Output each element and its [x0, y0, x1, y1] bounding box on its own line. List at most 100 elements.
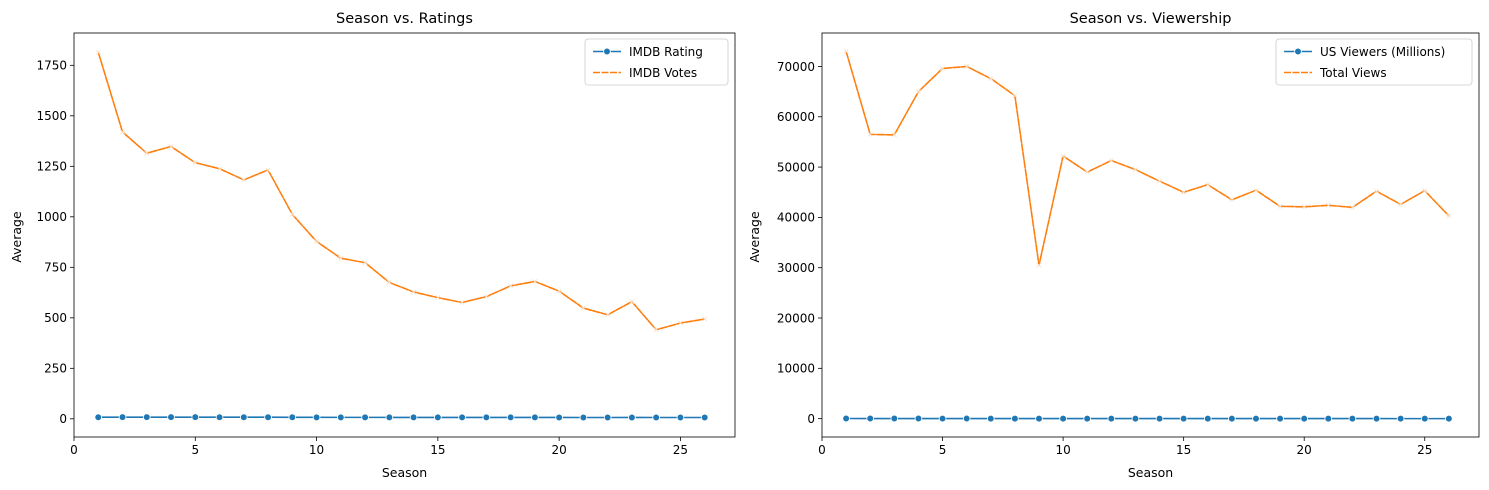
data-point: [435, 295, 441, 301]
data-point: [459, 299, 465, 305]
data-point: [676, 413, 685, 422]
y-tick-label: 0: [59, 412, 67, 426]
data-point: [1205, 182, 1211, 188]
data-point: [702, 316, 708, 322]
data-point: [119, 129, 126, 135]
legend-label: Total Views: [1319, 66, 1387, 80]
y-tick-label: 0: [807, 412, 815, 426]
x-tick-label: 0: [70, 443, 78, 457]
data-point: [1228, 414, 1236, 423]
data-point: [1131, 414, 1140, 423]
y-tick-label: 500: [44, 311, 67, 325]
y-tick-label: 250: [44, 362, 67, 376]
data-point: [1107, 414, 1116, 423]
data-point: [1301, 204, 1307, 210]
data-point: [264, 413, 272, 422]
data-point: [409, 413, 418, 422]
data-point: [1203, 414, 1212, 423]
y-tick-label: 750: [44, 261, 67, 275]
y-tick-label: 1500: [36, 109, 67, 123]
data-point: [605, 312, 611, 318]
data-point: [603, 413, 612, 422]
data-point: [362, 260, 368, 266]
legend-label: US Viewers (Millions): [1320, 45, 1445, 59]
x-axis-label: Season: [382, 465, 427, 480]
series-line-1: [845, 50, 1450, 266]
y-tick-label: 10000: [777, 362, 815, 376]
data-point: [314, 238, 320, 244]
axes: 0 5 10 15 20 25 0 10000 20000 30000 40000 50000 6000…: [777, 32, 1480, 457]
y-tick-label: 30000: [777, 261, 815, 275]
data-point: [1372, 414, 1381, 423]
legend-label: IMDB Rating: [629, 45, 703, 59]
data-point: [265, 167, 271, 173]
data-point: [1108, 158, 1114, 164]
data-point: [361, 413, 369, 422]
data-point: [653, 327, 659, 333]
data-point: [579, 413, 588, 422]
plot-marks: [842, 48, 1453, 423]
data-point: [531, 413, 539, 422]
data-point: [1374, 188, 1380, 194]
data-point: [1277, 203, 1283, 209]
data-point: [95, 49, 101, 55]
data-point: [1398, 201, 1404, 207]
data-point: [215, 413, 224, 422]
data-point: [386, 279, 392, 285]
data-point: [289, 211, 295, 217]
data-point: [118, 413, 127, 421]
data-point: [1276, 414, 1284, 423]
x-axis-label: Season: [1128, 465, 1173, 480]
legend-marker: [603, 47, 611, 56]
data-point: [866, 414, 875, 423]
data-point: [1181, 189, 1187, 195]
x-tick-label: 10: [309, 443, 324, 457]
legend-box: [584, 38, 729, 86]
data-point: [962, 414, 971, 423]
x-tick-label: 25: [673, 443, 688, 457]
data-point: [1229, 197, 1235, 203]
data-point: [532, 278, 538, 284]
data-point: [700, 413, 709, 422]
data-point: [1252, 414, 1260, 423]
data-point: [506, 413, 515, 422]
data-point: [940, 65, 946, 71]
x-tick-label: 15: [1176, 443, 1191, 457]
data-point: [239, 413, 248, 422]
chart-title: Season vs. Viewership: [1070, 11, 1232, 27]
legend: US Viewers (Millions) Total Views: [1275, 38, 1473, 86]
y-axis-label: Average: [9, 211, 24, 263]
data-point: [1157, 178, 1163, 184]
data-point: [1060, 153, 1066, 159]
y-tick-label: 1750: [36, 59, 67, 73]
y-tick-label: 60000: [777, 110, 815, 124]
x-tick-label: 20: [551, 443, 566, 457]
data-point: [312, 413, 321, 422]
data-point: [1155, 414, 1164, 423]
y-tick-label: 1250: [36, 160, 67, 174]
data-point: [411, 289, 417, 295]
data-point: [288, 413, 297, 422]
x-tick-label: 20: [1297, 443, 1312, 457]
data-point: [1396, 414, 1405, 423]
data-point: [914, 414, 923, 423]
data-point: [142, 413, 151, 421]
viewership-chart: Season vs. Viewership Season Average 0 5 1…: [747, 11, 1480, 480]
legend-label: IMDB Votes: [629, 66, 697, 80]
data-point: [890, 414, 899, 423]
data-point: [1059, 414, 1067, 423]
data-point: [241, 177, 247, 183]
data-point: [385, 413, 394, 422]
data-point: [482, 413, 491, 422]
plot-marks: [94, 49, 709, 422]
data-point: [1300, 414, 1309, 423]
data-point: [1132, 167, 1138, 173]
legend: IMDB Rating IMDB Votes: [584, 38, 729, 86]
data-point: [168, 144, 174, 150]
plot-frame: [73, 32, 736, 438]
x-tick-label: 10: [1055, 443, 1070, 457]
data-point: [1179, 414, 1188, 423]
data-point: [1422, 188, 1428, 194]
data-point: [1445, 414, 1453, 423]
